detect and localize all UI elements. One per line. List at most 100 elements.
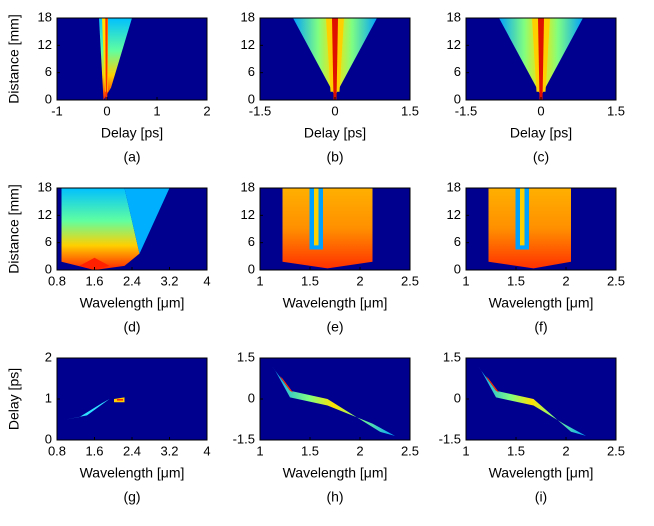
x-tick-label: 0 bbox=[103, 103, 110, 118]
axes-frame bbox=[465, 187, 617, 271]
x-tick-label: 3.2 bbox=[160, 443, 178, 458]
x-tick-label: 2 bbox=[356, 273, 363, 288]
x-tick-label: 2 bbox=[356, 443, 363, 458]
x-tick-label: 0.8 bbox=[48, 443, 66, 458]
y-axis-label: Delay [ps] bbox=[6, 368, 22, 430]
panel: 0.8 1.6 2.4 3.2 4 0 1 2 Wavelength [μm] (g) Delay … bbox=[6, 349, 211, 504]
x-tick-label: 4 bbox=[203, 443, 210, 458]
heatmap-background bbox=[466, 358, 616, 440]
x-tick-label: -1.5 bbox=[249, 103, 271, 118]
heatmap-field bbox=[117, 399, 123, 401]
heatmap-field bbox=[79, 257, 110, 270]
x-tick-label: 1.5 bbox=[401, 103, 419, 118]
x-tick-label: 1 bbox=[256, 443, 263, 458]
x-tick-label: -1 bbox=[51, 103, 63, 118]
y-tick-label: 18 bbox=[38, 179, 52, 194]
x-tick-label: 2.5 bbox=[401, 273, 419, 288]
x-tick-label: 2.5 bbox=[607, 443, 625, 458]
heatmap-field bbox=[538, 18, 544, 100]
panel: 1 1.5 2 2.5 0 6 12 18 Wavelength [μm] (e) bbox=[241, 179, 420, 334]
heatmap-field bbox=[61, 188, 140, 270]
panel: 1 1.5 2 2.5 -1.5 0 1.5 Wavelength [μm] (i) bbox=[439, 349, 625, 504]
x-tick-label: 1 bbox=[462, 443, 469, 458]
panel-caption: (h) bbox=[326, 489, 343, 505]
x-tick-label: 1 bbox=[256, 273, 263, 288]
y-tick-label: 6 bbox=[454, 64, 461, 79]
x-axis-label: Wavelength [μm] bbox=[283, 465, 388, 481]
heatmap-field bbox=[332, 18, 338, 100]
panel-caption: (g) bbox=[123, 489, 140, 505]
x-axis-label: Wavelength [μm] bbox=[80, 465, 185, 481]
y-tick-label: 18 bbox=[241, 179, 255, 194]
heatmap-field bbox=[105, 18, 108, 100]
x-tick-label: 2.4 bbox=[123, 273, 141, 288]
y-tick-label: 18 bbox=[38, 9, 52, 24]
panel-caption: (i) bbox=[535, 489, 547, 505]
x-axis-label: Delay [ps] bbox=[304, 125, 366, 141]
panel: 1 1.5 2 2.5 -1.5 0 1.5 Wavelength [μm] (h) bbox=[233, 349, 419, 504]
y-tick-label: 0 bbox=[454, 390, 461, 405]
panel-caption: (a) bbox=[123, 149, 140, 165]
y-tick-label: 12 bbox=[447, 207, 461, 222]
y-tick-label: 0 bbox=[248, 261, 255, 276]
panel-caption: (b) bbox=[326, 149, 343, 165]
y-tick-label: 6 bbox=[248, 234, 255, 249]
y-tick-label: 6 bbox=[45, 234, 52, 249]
y-tick-label: -1.5 bbox=[439, 431, 461, 446]
x-axis-label: Delay [ps] bbox=[101, 125, 163, 141]
heatmap-field bbox=[282, 188, 373, 269]
x-tick-label: 1.5 bbox=[607, 103, 625, 118]
heatmap-field bbox=[314, 188, 319, 246]
heatmap-field bbox=[478, 366, 586, 436]
y-tick-label: 0 bbox=[45, 91, 52, 106]
x-tick-label: 3.2 bbox=[160, 273, 178, 288]
y-tick-label: -1.5 bbox=[233, 431, 255, 446]
y-tick-label: 18 bbox=[241, 9, 255, 24]
x-tick-label: 0 bbox=[537, 103, 544, 118]
x-tick-label: 2 bbox=[203, 103, 210, 118]
x-axis-label: Wavelength [μm] bbox=[80, 295, 185, 311]
y-tick-label: 6 bbox=[454, 234, 461, 249]
y-tick-label: 18 bbox=[447, 9, 461, 24]
heatmap-background bbox=[260, 358, 410, 440]
x-axis-label: Wavelength [μm] bbox=[489, 295, 594, 311]
heatmap-background bbox=[57, 358, 207, 440]
x-tick-label: 1.5 bbox=[301, 443, 319, 458]
x-tick-label: 1.6 bbox=[85, 273, 103, 288]
x-axis-label: Wavelength [μm] bbox=[283, 295, 388, 311]
y-tick-label: 12 bbox=[241, 207, 255, 222]
y-tick-label: 0 bbox=[454, 261, 461, 276]
x-tick-label: 1.5 bbox=[301, 273, 319, 288]
panel: 0.8 1.6 2.4 3.2 4 0 6 12 18 Wavelength [μm] (d) Dis… bbox=[6, 179, 211, 334]
axes-frame bbox=[56, 17, 208, 101]
x-tick-label: 2.5 bbox=[607, 273, 625, 288]
heatmap-field bbox=[279, 376, 293, 393]
heatmap-field bbox=[520, 188, 525, 246]
y-tick-label: 2 bbox=[45, 349, 52, 364]
y-tick-label: 1.5 bbox=[443, 349, 461, 364]
y-tick-label: 18 bbox=[447, 179, 461, 194]
heatmap-field bbox=[124, 188, 170, 254]
y-tick-label: 0 bbox=[45, 431, 52, 446]
y-tick-label: 12 bbox=[241, 37, 255, 52]
heatmap-background bbox=[57, 18, 207, 100]
panel-caption: (e) bbox=[326, 319, 343, 335]
y-tick-label: 0 bbox=[454, 91, 461, 106]
x-axis-label: Wavelength [μm] bbox=[489, 465, 594, 481]
x-tick-label: -1.5 bbox=[455, 103, 477, 118]
x-tick-label: 1 bbox=[462, 273, 469, 288]
y-tick-label: 12 bbox=[447, 37, 461, 52]
y-tick-label: 6 bbox=[45, 64, 52, 79]
panel-caption: (c) bbox=[533, 149, 549, 165]
axes-frame bbox=[259, 187, 411, 271]
x-tick-label: 0.8 bbox=[48, 273, 66, 288]
x-tick-label: 1.6 bbox=[85, 443, 103, 458]
x-tick-label: 1.5 bbox=[507, 443, 525, 458]
y-tick-label: 6 bbox=[248, 64, 255, 79]
y-tick-label: 0 bbox=[45, 261, 52, 276]
y-axis-label: Distance [mm] bbox=[6, 14, 22, 103]
